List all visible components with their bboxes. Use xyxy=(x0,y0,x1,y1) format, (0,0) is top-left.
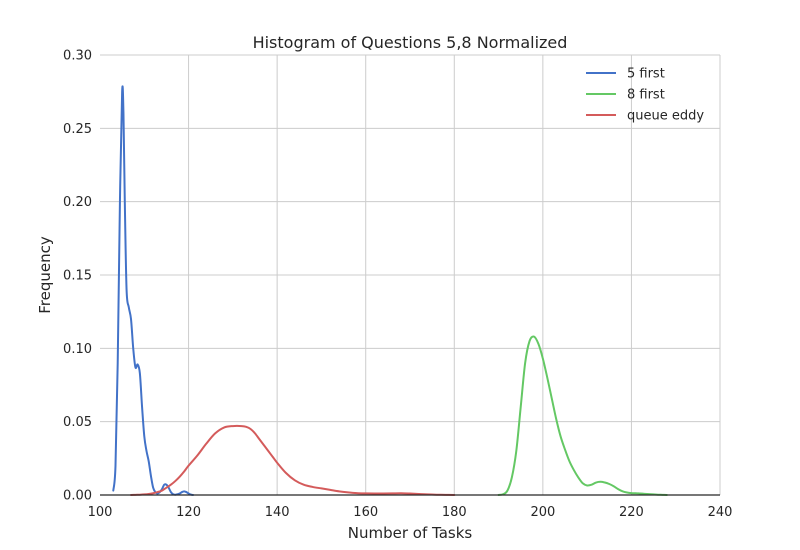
x-tick-label: 240 xyxy=(708,505,733,520)
x-tick-label: 180 xyxy=(442,505,467,520)
chart-title: Histogram of Questions 5,8 Normalized xyxy=(253,33,568,52)
x-tick-labels: 100 120 140 160 180 200 220 240 xyxy=(88,505,733,520)
y-tick-label: 0.10 xyxy=(63,342,92,357)
x-axis-title: Number of Tasks xyxy=(348,524,473,542)
x-tick-label: 220 xyxy=(619,505,644,520)
series-line-5-first xyxy=(112,85,194,496)
y-tick-label: 0.15 xyxy=(63,269,92,284)
y-axis-title: Frequency xyxy=(36,236,54,314)
x-tick-label: 140 xyxy=(265,505,290,520)
y-tick-label: 0.05 xyxy=(63,415,92,430)
series-line-8-first xyxy=(497,335,668,496)
series-line-queue-eddy xyxy=(130,424,456,496)
y-gridlines xyxy=(100,54,720,423)
series-layer xyxy=(112,85,668,496)
y-tick-label: 0.25 xyxy=(63,122,92,137)
legend: 5 first 8 first queue eddy xyxy=(586,67,704,124)
y-tick-label: 0.00 xyxy=(63,489,92,504)
x-tick-label: 100 xyxy=(88,505,113,520)
legend-label-8-first: 8 first xyxy=(627,88,665,103)
y-tick-labels: 0.00 0.05 0.10 0.15 0.20 0.25 0.30 xyxy=(63,49,92,504)
legend-label-queue-eddy: queue eddy xyxy=(627,109,704,124)
x-tick-label: 120 xyxy=(176,505,201,520)
legend-label-5-first: 5 first xyxy=(627,67,665,82)
y-tick-label: 0.20 xyxy=(63,195,92,210)
y-tick-label: 0.30 xyxy=(63,49,92,64)
x-tick-label: 160 xyxy=(353,505,378,520)
x-tick-label: 200 xyxy=(530,505,555,520)
